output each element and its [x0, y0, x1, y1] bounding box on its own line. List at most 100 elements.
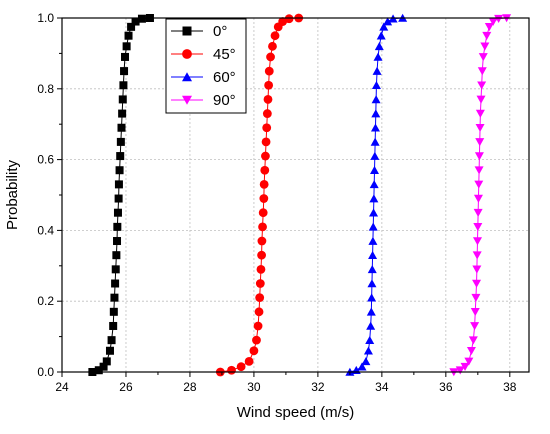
- data-point: [105, 346, 114, 355]
- x-tick-label: 32: [311, 380, 325, 394]
- data-point: [227, 365, 236, 375]
- data-point: [455, 366, 465, 375]
- data-point: [460, 362, 470, 371]
- data-point: [379, 22, 389, 31]
- legend-marker: [182, 26, 192, 36]
- data-point: [94, 366, 103, 375]
- data-point: [116, 152, 125, 161]
- data-point: [371, 80, 381, 90]
- data-point: [480, 42, 490, 51]
- data-point: [368, 250, 378, 259]
- y-tick-label: 0.4: [37, 223, 54, 237]
- legend-marker: [182, 95, 192, 105]
- data-point: [475, 123, 485, 133]
- data-point: [259, 194, 269, 203]
- data-point: [478, 53, 488, 62]
- data-point: [366, 307, 376, 316]
- data-point: [260, 165, 270, 175]
- data-point: [262, 123, 272, 133]
- grid-lines: [61, 18, 529, 372]
- x-tick-label: 34: [375, 380, 389, 394]
- data-point: [357, 362, 367, 371]
- x-tick-label: 28: [183, 380, 197, 394]
- data-point: [107, 336, 116, 345]
- legend-label: 90°: [213, 92, 236, 109]
- legend-box: [165, 18, 247, 114]
- data-point: [365, 335, 375, 344]
- data-point: [257, 250, 266, 260]
- data-point: [374, 42, 384, 51]
- data-point: [112, 251, 121, 260]
- data-point: [253, 321, 263, 331]
- data-point: [264, 66, 274, 76]
- data-point: [367, 293, 377, 302]
- data-point: [256, 264, 266, 274]
- data-point: [369, 180, 379, 189]
- data-point: [367, 279, 377, 288]
- data-point: [472, 251, 482, 260]
- series-1: [215, 13, 304, 377]
- data-point: [468, 336, 478, 345]
- data-point: [371, 109, 381, 118]
- x-tick-label: 38: [503, 380, 517, 394]
- data-point: [370, 151, 380, 160]
- legend-marker: [182, 49, 192, 59]
- data-point: [117, 123, 126, 132]
- data-point: [109, 321, 118, 330]
- data-point: [119, 81, 128, 90]
- data-point: [477, 67, 487, 76]
- data-point: [477, 81, 487, 90]
- data-point: [236, 362, 246, 372]
- data-point: [255, 293, 265, 303]
- data-point: [118, 95, 127, 104]
- data-point: [482, 31, 492, 40]
- data-point: [466, 346, 476, 356]
- data-point: [270, 31, 280, 41]
- data-point: [258, 208, 268, 218]
- data-point: [111, 265, 120, 274]
- data-point: [111, 279, 120, 288]
- data-point: [120, 67, 129, 76]
- x-tick-label: 26: [119, 380, 133, 394]
- data-point: [366, 321, 376, 330]
- data-point: [118, 109, 127, 118]
- data-point: [470, 322, 480, 331]
- data-point: [113, 208, 122, 217]
- data-point: [363, 346, 373, 355]
- data-point: [464, 357, 474, 366]
- data-point: [473, 237, 483, 246]
- data-point: [254, 307, 264, 317]
- series-2: [345, 13, 408, 376]
- y-tick-label: 0.8: [37, 82, 54, 96]
- data-point: [473, 223, 483, 232]
- data-point: [110, 293, 119, 302]
- data-point: [368, 222, 378, 231]
- data-point: [475, 138, 485, 147]
- data-point: [476, 95, 486, 104]
- x-axis-label: Wind speed (m/s): [237, 404, 355, 421]
- data-point: [131, 17, 140, 26]
- data-point: [370, 137, 380, 146]
- data-point: [257, 236, 267, 246]
- data-point: [122, 42, 131, 51]
- legend-label: 0°: [213, 23, 227, 40]
- x-tick-label: 36: [439, 380, 453, 394]
- data-point: [367, 265, 377, 274]
- data-point: [99, 362, 108, 371]
- data-point: [370, 165, 380, 175]
- data-point: [116, 137, 125, 146]
- data-point: [102, 357, 111, 366]
- y-tick-label: 0.2: [37, 294, 54, 308]
- data-point: [263, 95, 273, 104]
- data-point: [370, 123, 380, 132]
- data-point: [113, 222, 122, 231]
- data-point: [268, 41, 277, 51]
- data-point: [284, 14, 294, 24]
- data-point: [371, 95, 381, 104]
- data-point: [484, 23, 494, 32]
- data-point: [473, 208, 483, 217]
- data-point: [264, 80, 274, 90]
- legend-marker: [182, 72, 192, 82]
- data-point: [137, 14, 146, 23]
